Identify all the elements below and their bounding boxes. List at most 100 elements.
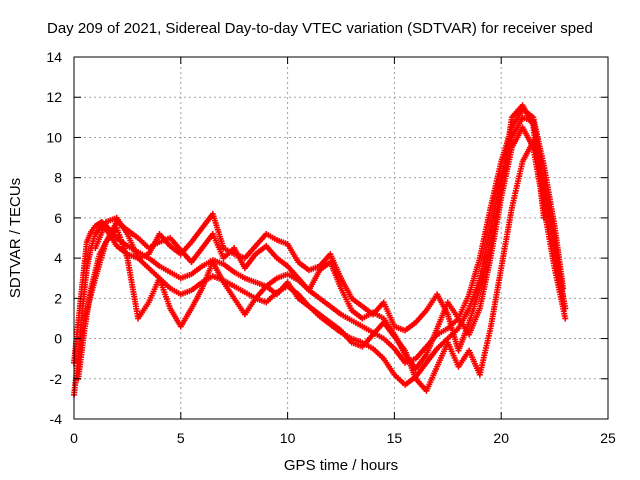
- marker-run: [297, 260, 311, 272]
- marker-run: [350, 318, 364, 329]
- marker-run: [244, 290, 257, 301]
- marker-run: [157, 277, 173, 310]
- marker-run: [360, 333, 375, 348]
- marker-run: [382, 357, 397, 376]
- marker-run: [93, 221, 109, 249]
- marker-run: [414, 345, 428, 360]
- y-tick-label: 8: [54, 170, 62, 186]
- marker-run: [487, 187, 504, 249]
- marker-run: [477, 327, 493, 376]
- marker-run: [402, 349, 418, 380]
- data-point: [540, 214, 547, 221]
- marker-run: [552, 247, 568, 309]
- marker-run: [276, 237, 289, 247]
- marker-run: [466, 257, 483, 296]
- marker-run: [371, 347, 385, 360]
- marker-run: [126, 251, 139, 261]
- marker-run: [126, 228, 140, 240]
- marker-run: [318, 296, 332, 309]
- marker-run: [318, 260, 332, 272]
- marker-run: [222, 262, 236, 274]
- marker-run: [328, 253, 344, 280]
- marker-run: [190, 264, 204, 276]
- marker-run: [221, 281, 236, 300]
- marker-run: [222, 278, 236, 289]
- y-tick-label: 14: [46, 49, 62, 65]
- series-track-4: [81, 138, 569, 394]
- marker-run: [541, 165, 558, 227]
- marker-run: [222, 246, 236, 256]
- marker-run: [530, 116, 547, 167]
- marker-run: [393, 373, 407, 387]
- marker-run: [382, 337, 396, 350]
- marker-run: [307, 269, 322, 292]
- marker-run: [340, 312, 353, 323]
- marker-run: [339, 287, 354, 312]
- marker-run: [265, 284, 279, 296]
- marker-run: [446, 301, 461, 320]
- marker-run: [179, 240, 193, 256]
- marker-run: [307, 304, 321, 317]
- y-tick-label: 12: [46, 89, 62, 105]
- marker-run: [244, 276, 257, 285]
- x-axis-title: GPS time / hours: [284, 457, 398, 474]
- marker-run: [467, 307, 482, 336]
- marker-run: [189, 246, 204, 264]
- marker-run: [445, 341, 461, 368]
- marker-run: [414, 353, 429, 370]
- marker-run: [328, 261, 344, 290]
- marker-run: [318, 312, 332, 325]
- marker-run: [424, 365, 440, 392]
- marker-run: [210, 261, 226, 284]
- y-tick-label: 4: [54, 250, 62, 266]
- marker-run: [115, 216, 130, 235]
- marker-run: [200, 261, 215, 290]
- axis-ticks: 0 5 10 15 20 25 -4 -2 0 2 4 6 8 10 12 14: [46, 49, 616, 446]
- marker-run: [147, 266, 161, 280]
- plot-frame: [73, 56, 609, 420]
- x-tick-label: 5: [177, 430, 185, 446]
- marker-run: [79, 241, 90, 283]
- x-tick-label: 10: [280, 430, 296, 446]
- marker-run: [93, 241, 109, 279]
- marker-run: [350, 308, 364, 321]
- marker-run: [509, 161, 525, 209]
- x-tick-label: 15: [387, 430, 403, 446]
- marker-run: [233, 270, 246, 281]
- marker-run: [136, 236, 150, 250]
- marker-run: [124, 257, 141, 320]
- marker-run: [329, 320, 343, 333]
- marker-run: [75, 327, 88, 380]
- marker-run: [158, 264, 171, 274]
- marker-run: [189, 226, 204, 244]
- marker-run: [307, 288, 321, 300]
- marker-run: [382, 321, 397, 338]
- marker-run: [189, 287, 205, 310]
- marker-run: [178, 307, 194, 328]
- marker-run: [276, 272, 289, 281]
- data-points: [71, 102, 569, 398]
- x-tick-label: 20: [493, 430, 509, 446]
- marker-run: [136, 301, 151, 320]
- marker-run: [157, 232, 172, 248]
- series-track-5: [92, 102, 547, 354]
- marker-run: [210, 233, 226, 259]
- marker-run: [350, 340, 364, 349]
- marker-run: [297, 296, 311, 309]
- marker-run: [169, 286, 182, 297]
- marker-run: [146, 277, 162, 304]
- y-tick-label: -2: [50, 371, 63, 387]
- marker-run: [168, 244, 183, 256]
- y-tick-label: 2: [54, 290, 62, 306]
- chart-title: Day 209 of 2021, Sidereal Day-to-day VTE…: [47, 20, 593, 37]
- marker-run: [436, 326, 449, 337]
- marker-run: [392, 335, 407, 352]
- marker-run: [466, 287, 483, 324]
- marker-run: [361, 304, 375, 317]
- marker-run: [477, 247, 493, 289]
- marker-run: [477, 207, 494, 259]
- marker-run: [168, 236, 183, 252]
- marker-run: [530, 124, 547, 219]
- marker-run: [243, 244, 258, 260]
